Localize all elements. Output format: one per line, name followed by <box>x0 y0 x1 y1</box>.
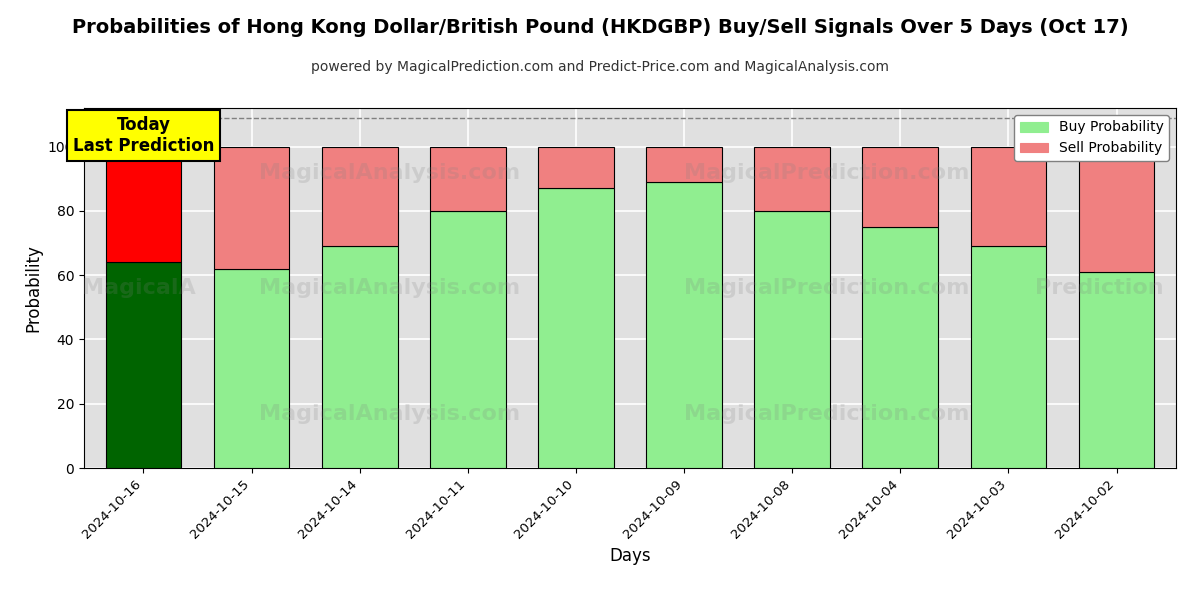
Bar <box>214 269 289 468</box>
Bar <box>1079 146 1154 272</box>
Bar <box>755 146 830 211</box>
Bar <box>971 246 1046 468</box>
Bar <box>538 146 613 188</box>
Text: Prediction: Prediction <box>1036 278 1164 298</box>
Bar <box>538 188 613 468</box>
Bar <box>214 146 289 269</box>
Text: Today
Last Prediction: Today Last Prediction <box>73 116 214 155</box>
Text: MagicalPrediction.com: MagicalPrediction.com <box>684 163 970 183</box>
Legend: Buy Probability, Sell Probability: Buy Probability, Sell Probability <box>1014 115 1169 161</box>
Text: MagicalA: MagicalA <box>82 278 196 298</box>
Bar <box>430 211 505 468</box>
Bar <box>863 227 938 468</box>
Text: powered by MagicalPrediction.com and Predict-Price.com and MagicalAnalysis.com: powered by MagicalPrediction.com and Pre… <box>311 60 889 74</box>
Bar <box>863 146 938 227</box>
Bar <box>647 146 722 182</box>
Bar <box>106 146 181 262</box>
Bar <box>1079 272 1154 468</box>
Text: MagicalPrediction.com: MagicalPrediction.com <box>684 278 970 298</box>
Text: MagicalAnalysis.com: MagicalAnalysis.com <box>259 163 521 183</box>
Bar <box>322 246 397 468</box>
Y-axis label: Probability: Probability <box>24 244 42 332</box>
Text: Probabilities of Hong Kong Dollar/British Pound (HKDGBP) Buy/Sell Signals Over 5: Probabilities of Hong Kong Dollar/Britis… <box>72 18 1128 37</box>
Text: MagicalAnalysis.com: MagicalAnalysis.com <box>259 278 521 298</box>
Text: MagicalAnalysis.com: MagicalAnalysis.com <box>259 404 521 424</box>
Bar <box>430 146 505 211</box>
Bar <box>322 146 397 246</box>
X-axis label: Days: Days <box>610 547 650 565</box>
Bar <box>971 146 1046 246</box>
Bar <box>647 182 722 468</box>
Bar <box>106 262 181 468</box>
Bar <box>755 211 830 468</box>
Text: MagicalPrediction.com: MagicalPrediction.com <box>684 404 970 424</box>
